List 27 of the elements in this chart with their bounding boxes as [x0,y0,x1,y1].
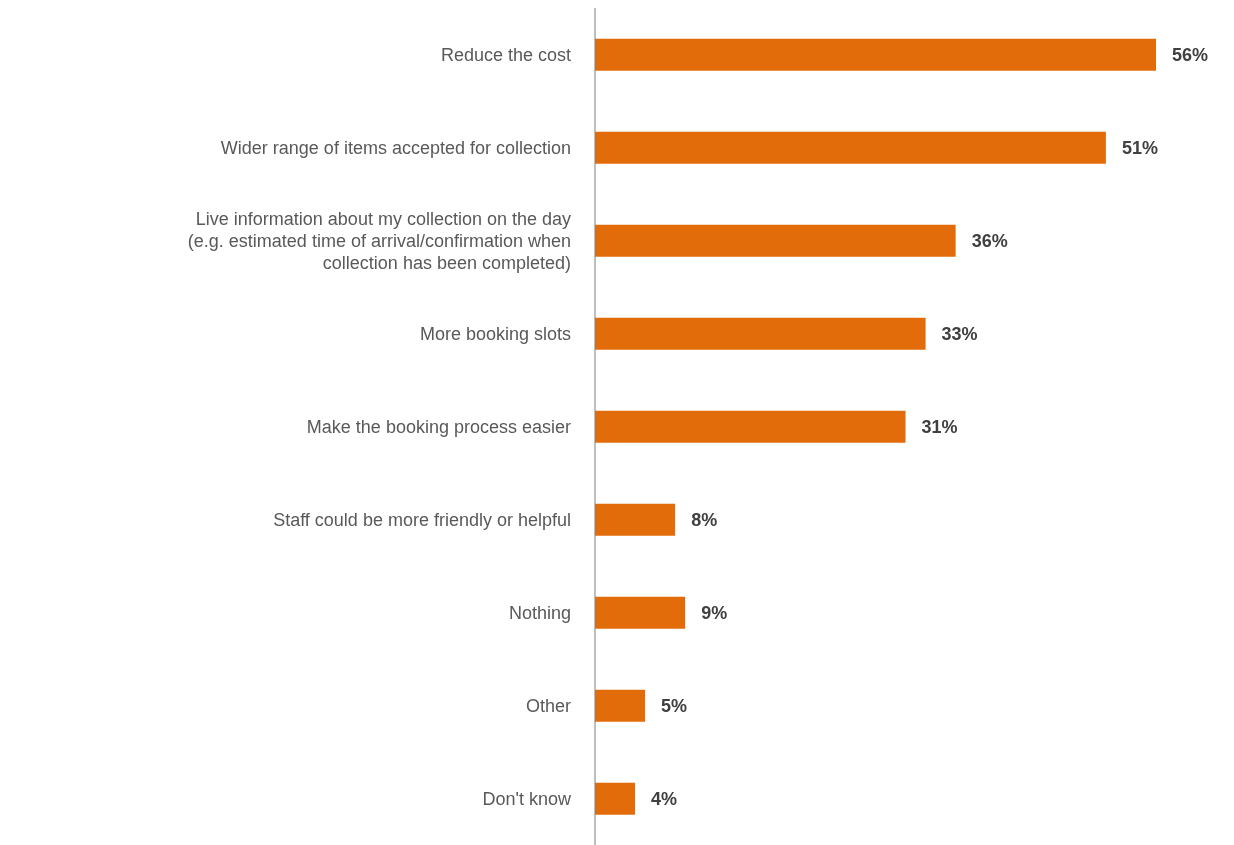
data-label: 56% [1172,45,1209,66]
data-label: 5% [661,696,688,717]
bar [595,131,1106,164]
bar [595,224,956,257]
data-label: 31% [921,417,958,438]
y-tick-label: Reduce the cost [440,44,571,65]
data-label: 51% [1121,138,1158,159]
y-tick-label: Live information about my collection on the day (e.g. estimated time of arrival/confirmation when collection has been completed) [187,208,571,273]
y-tick-label: More booking slots [419,323,571,344]
data-label: 33% [941,324,978,345]
bar [595,503,676,536]
data-label: 9% [701,603,728,624]
bar [595,782,636,815]
bar [595,317,926,350]
data-label: 8% [691,510,718,531]
data-label: 4% [651,789,678,810]
y-tick-label: Other [525,695,571,716]
y-tick-label: Wider range of items accepted for collection [220,137,571,158]
y-tick-label: Staff could be more friendly or helpful [273,509,571,530]
bar [595,38,1156,71]
bar [595,410,906,443]
y-tick-label: Nothing [508,602,571,623]
y-tick-label: Make the booking process easier [306,416,571,437]
data-label: 36% [971,231,1008,252]
bar [595,689,646,722]
bar [595,596,686,629]
y-tick-label: Don't know [482,788,572,809]
